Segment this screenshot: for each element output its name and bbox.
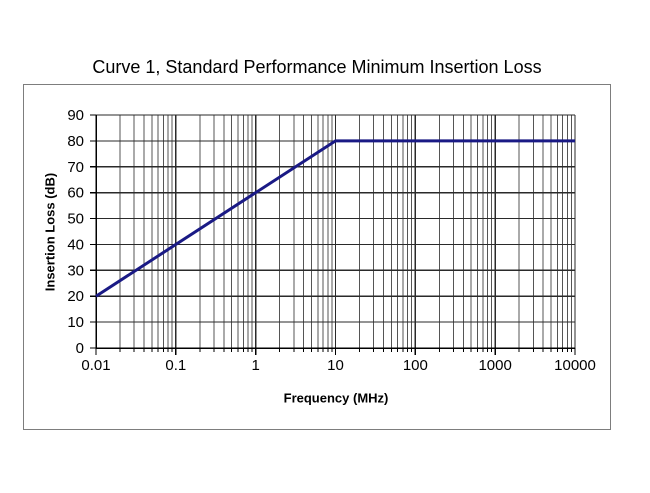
x-tick-label: 0.1 [165, 357, 186, 374]
x-axis-label: Frequency (MHz) [283, 390, 389, 406]
x-tick-label: 10 [327, 357, 344, 374]
x-tick-label: 1 [251, 357, 259, 374]
y-tick-label: 50 [67, 211, 84, 228]
y-tick-label: 30 [67, 262, 84, 279]
chart-title: Curve 1, Standard Performance Minimum In… [92, 57, 542, 77]
y-tick-label: 90 [67, 107, 84, 124]
x-tick-label: 1000 [478, 357, 511, 374]
chart-canvas: 0.01 0.1 1 10 100 1000 10000 0 10 20 30 40 50 60 70 80 9… [67, 107, 596, 374]
y-tick-label: 10 [67, 314, 84, 331]
y-tick-label: 70 [67, 159, 84, 176]
insertion-loss-curve [95, 139, 575, 298]
y-tick-label: 60 [67, 185, 84, 202]
y-tick-label: 40 [67, 236, 84, 253]
chart-frame: 0.01 0.1 1 10 100 1000 10000 0 10 20 30 40 50 60 70 80 9… [23, 84, 611, 430]
y-tick-label: 20 [67, 288, 84, 305]
x-tick-label: 10000 [554, 357, 596, 374]
x-tick-label: 0.01 [81, 357, 110, 374]
x-tick-label: 100 [403, 357, 428, 374]
y-tick-label: 80 [67, 133, 84, 150]
y-axis-label: Insertion Loss (dB) [42, 172, 58, 292]
y-tick-label: 0 [76, 340, 84, 357]
